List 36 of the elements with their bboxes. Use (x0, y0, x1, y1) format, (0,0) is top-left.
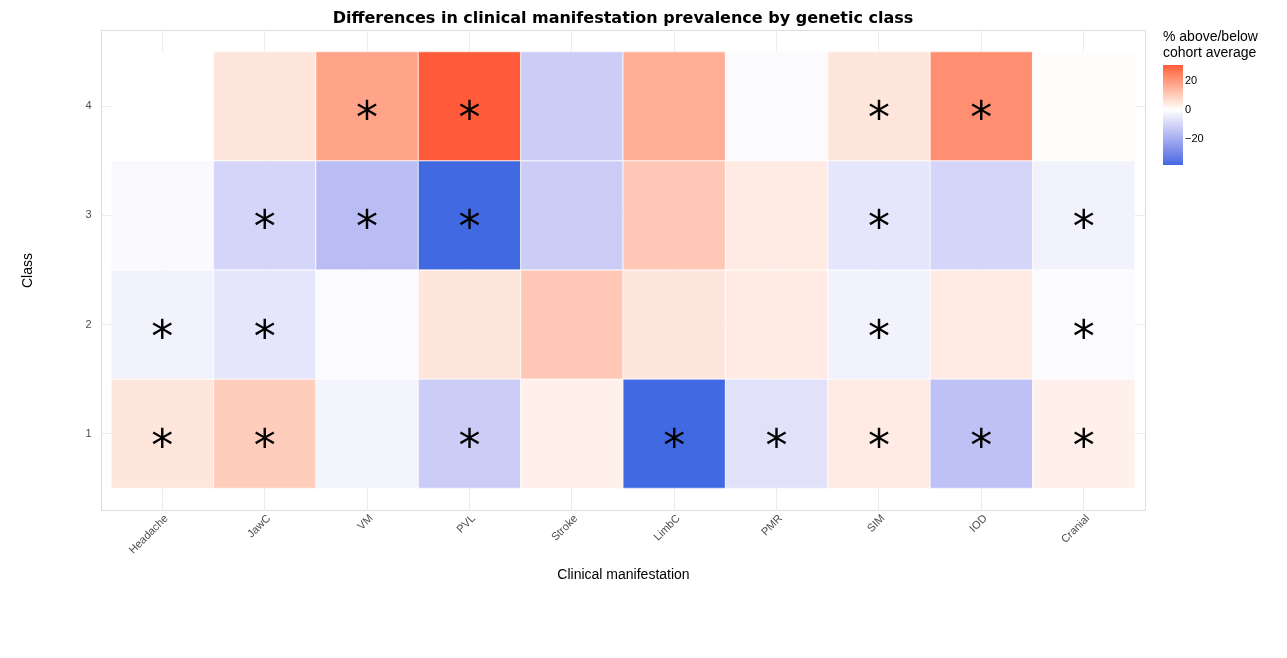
data-label: * (663, 419, 686, 471)
legend-title: % above/below cohort average (1163, 28, 1259, 60)
x-tick-label: SIM (864, 511, 887, 535)
data-label: * (1072, 419, 1095, 471)
data-label: * (970, 92, 993, 144)
data-label: * (867, 92, 890, 144)
data-label: * (867, 201, 890, 253)
data-label: * (458, 92, 481, 144)
data-label: * (867, 419, 890, 471)
data-label: * (458, 201, 481, 253)
data-label: * (253, 310, 276, 362)
data-label: * (356, 201, 379, 253)
chart-title: Differences in clinical manifestation prevalence by genetic class (332, 8, 914, 27)
y-tick-label: 2 (85, 317, 92, 330)
y-tick-label: 4 (85, 99, 92, 112)
data-label: * (1072, 201, 1095, 253)
x-axis-title: Clinical manifestation (557, 565, 690, 582)
color-bar-label: 20 (1185, 73, 1198, 86)
data-label: * (253, 201, 276, 253)
y-axis-title: Class (19, 252, 36, 289)
y-tick-label: 3 (85, 208, 92, 221)
y-tick-label: 1 (85, 426, 92, 439)
data-label: * (458, 419, 481, 471)
data-label: * (867, 310, 890, 362)
data-label: * (356, 92, 379, 144)
data-label: * (970, 419, 993, 471)
x-tick-label: IOD (966, 511, 990, 535)
data-label: * (253, 419, 276, 471)
x-tick-label: VM (354, 511, 375, 532)
data-label: * (1072, 310, 1095, 362)
color-bar-label: −20 (1185, 131, 1204, 144)
data-label: * (151, 419, 174, 471)
data-label: * (151, 310, 174, 362)
x-tick-label: PVL (454, 511, 478, 535)
data-label: * (765, 419, 788, 471)
color-bar-label: 0 (1185, 102, 1192, 115)
